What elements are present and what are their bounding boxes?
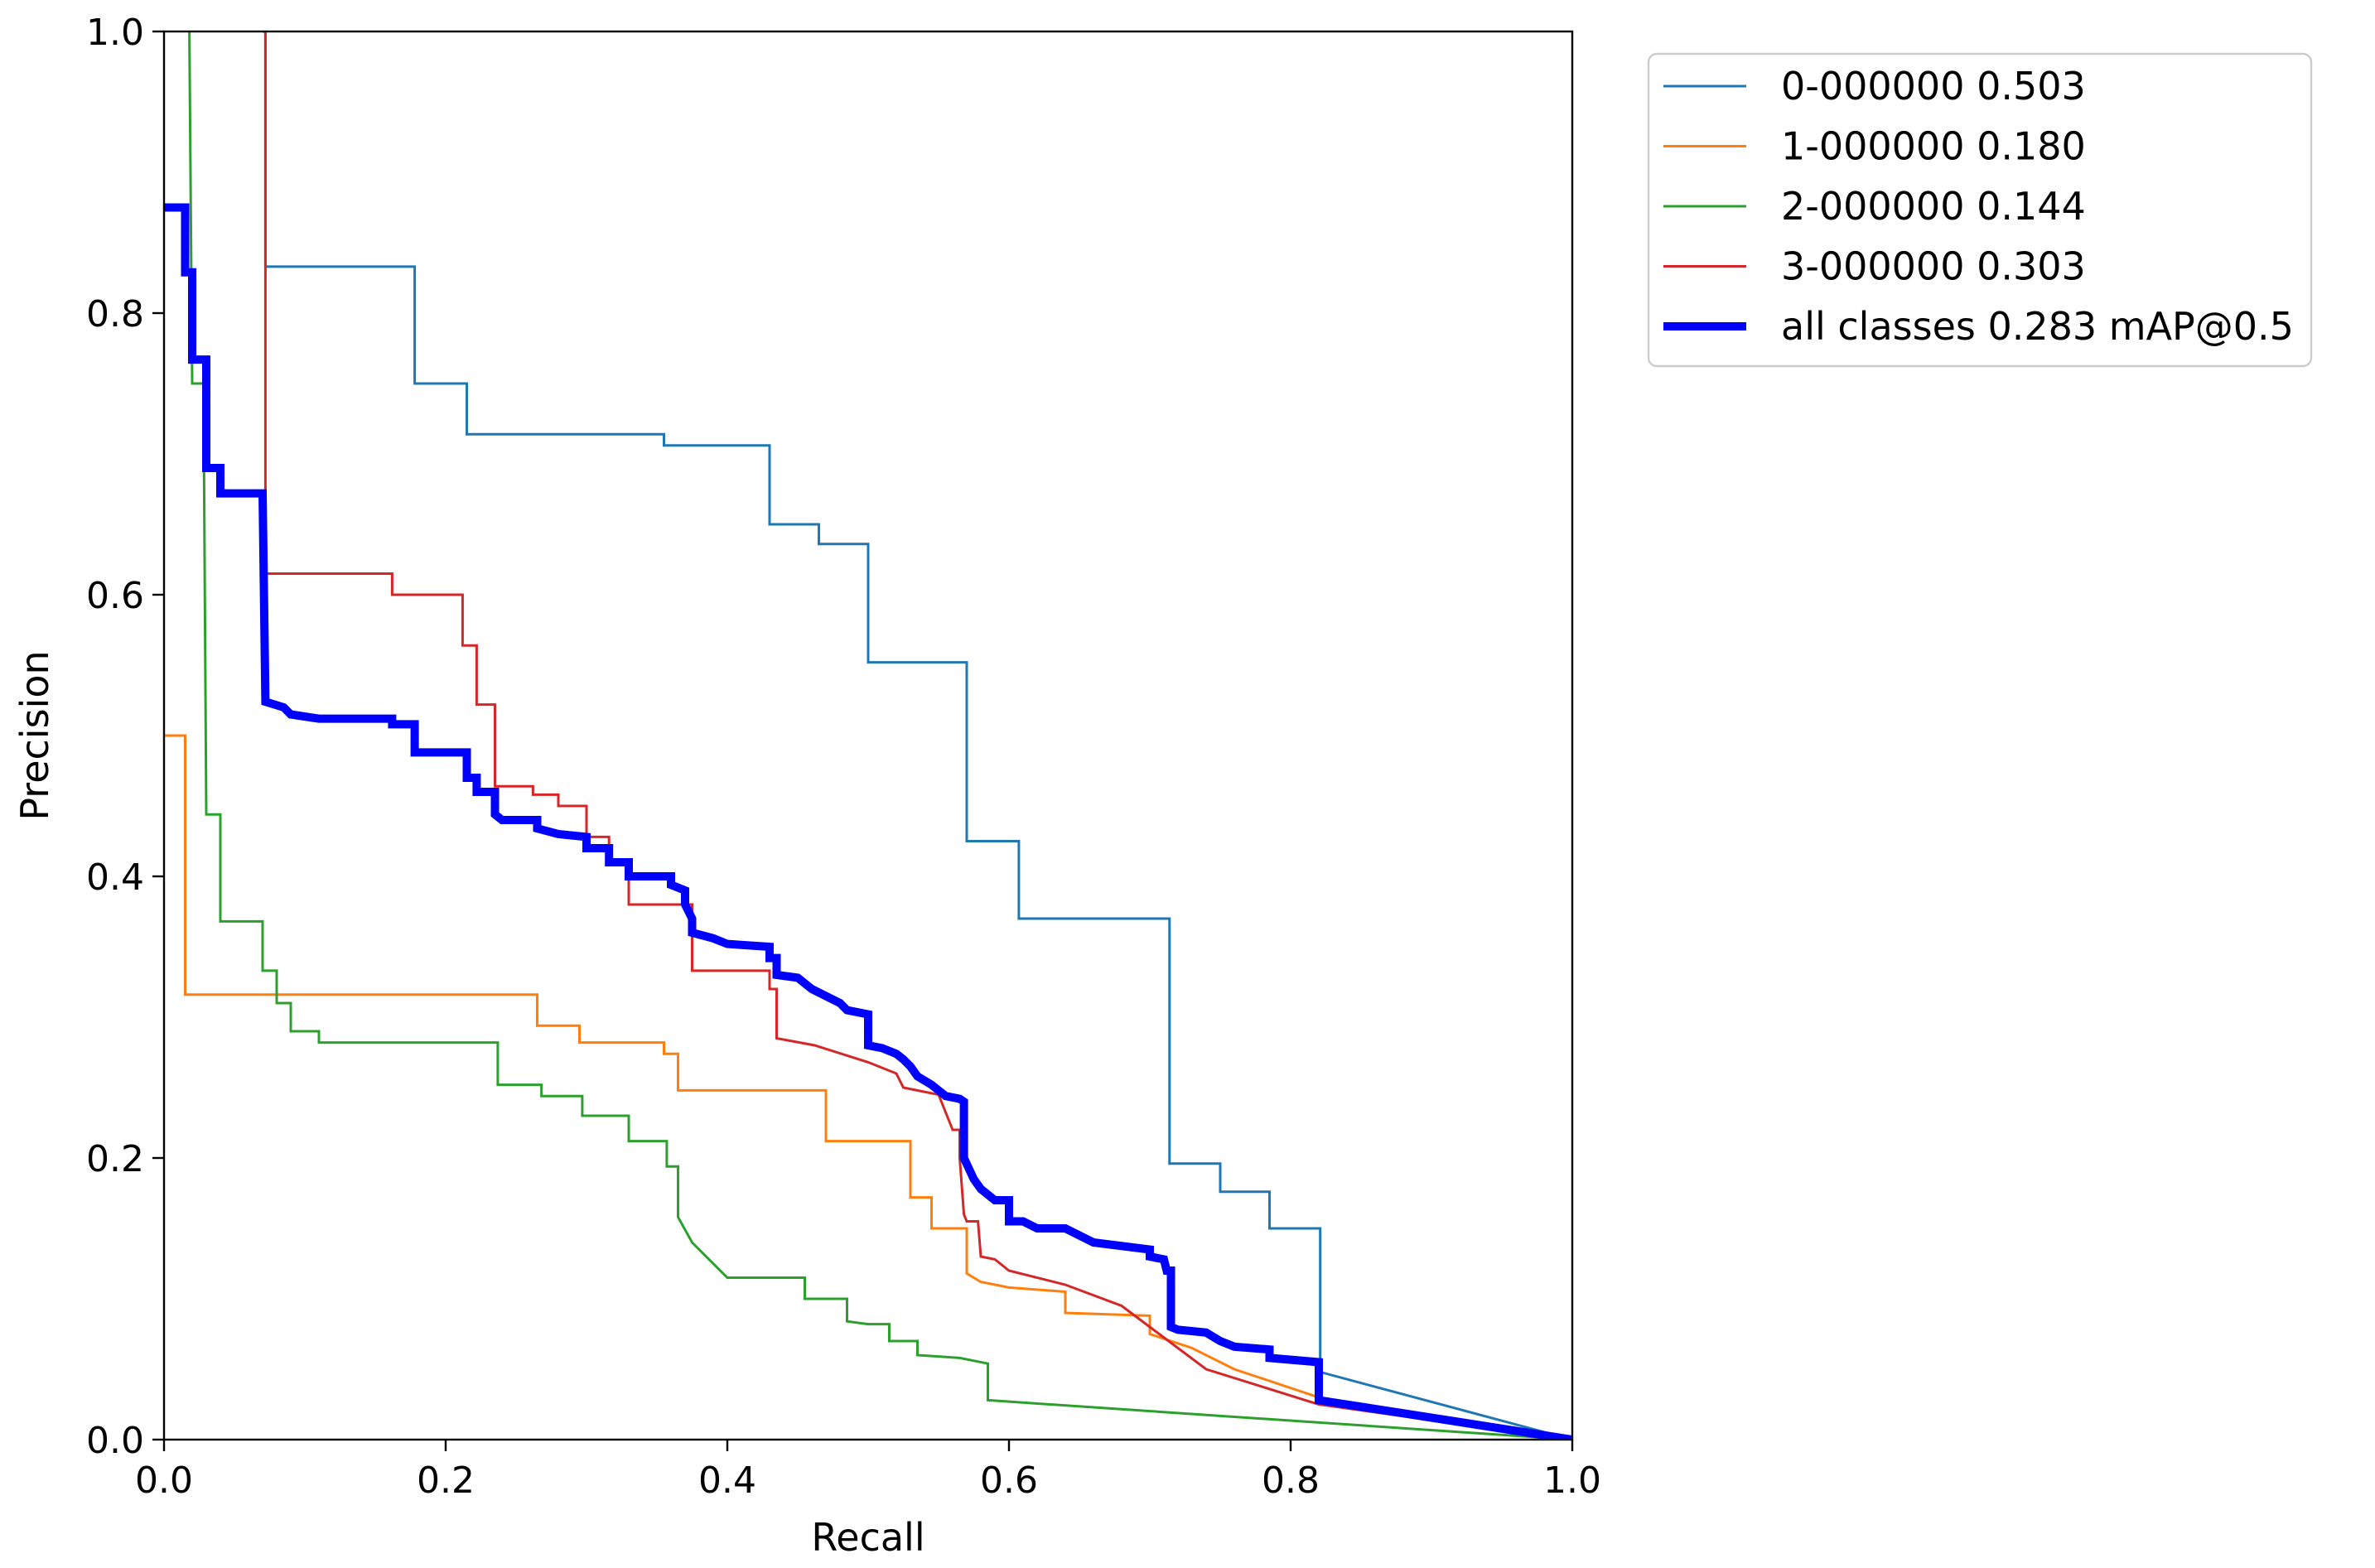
- x-axis-label: Recall: [811, 1515, 924, 1560]
- legend-box: [1647, 52, 2313, 368]
- x-tick-label: 0.8: [1262, 1459, 1320, 1502]
- legend-entry-label: 1-000000 0.180: [1781, 124, 2086, 169]
- legend: 0-000000 0.503 1-000000 0.180 2-000000 0.1…: [1647, 52, 2313, 368]
- axis-ticks: 0.0 0.2 0.4 0.6 0.8 1.0 0.0 0.2 0.4 0.6 0.8 1.0: [86, 12, 1601, 1502]
- y-tick-label: 1.0: [86, 12, 144, 54]
- x-tick-label: 0.4: [698, 1459, 756, 1502]
- series-line-3-000000: [263, 31, 1572, 1440]
- series-layer: [164, 31, 1572, 1440]
- x-tick-label: 1.0: [1543, 1459, 1601, 1502]
- plot-area-frame: [162, 30, 1574, 1441]
- series-line-all-classes: [164, 203, 1572, 1440]
- x-tick-label: 0.6: [980, 1459, 1038, 1502]
- y-tick-label: 0.4: [86, 856, 144, 899]
- legend-entry-label: 2-000000 0.144: [1781, 184, 2086, 229]
- y-tick-label: 0.2: [86, 1138, 144, 1180]
- y-tick-label: 0.6: [86, 575, 144, 617]
- y-tick-label: 0.0: [86, 1420, 144, 1462]
- series-line-2-000000: [188, 31, 1572, 1440]
- legend-entry-label: 0-000000 0.503: [1781, 64, 2086, 109]
- x-tick-label: 0.2: [417, 1459, 475, 1502]
- x-tick-label: 0.0: [135, 1459, 193, 1502]
- legend-entry-label: 3-000000 0.303: [1781, 244, 2086, 289]
- series-line-1-000000: [164, 734, 1572, 1440]
- series-line-0-000000: [263, 31, 1572, 1440]
- legend-entry-label: all classes 0.283 mAP@0.5: [1781, 304, 2294, 349]
- y-axis-label: Precision: [12, 650, 57, 820]
- y-tick-label: 0.8: [86, 293, 144, 335]
